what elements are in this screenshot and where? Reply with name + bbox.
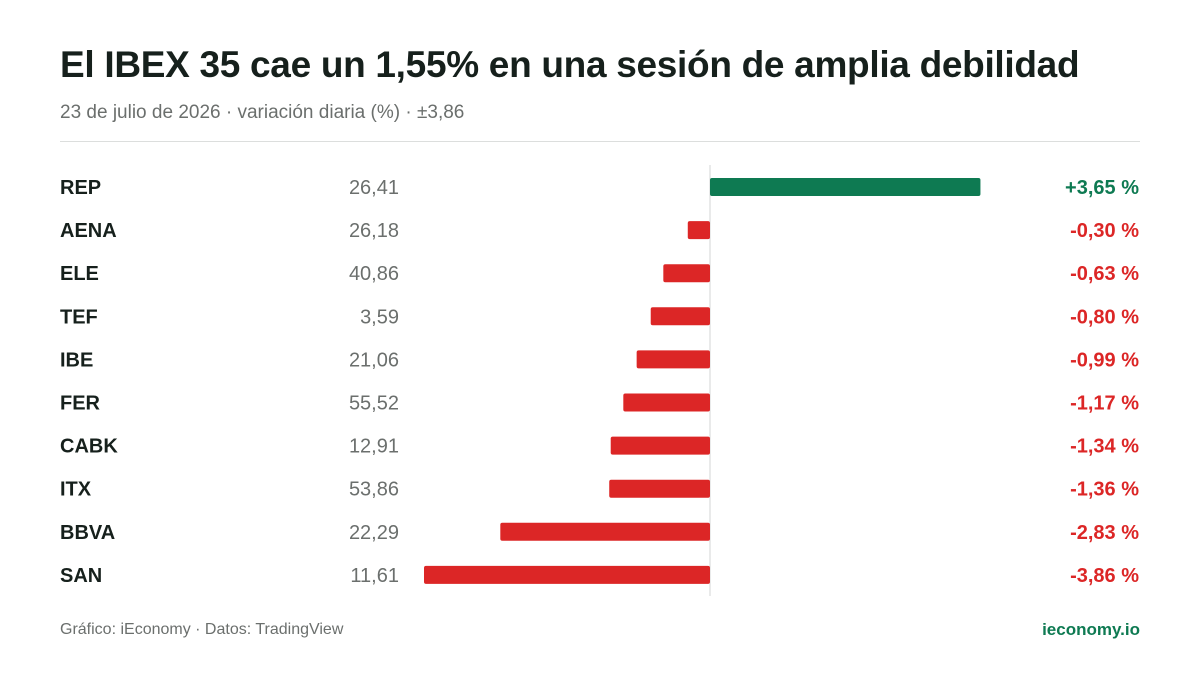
price-label: 11,61 — [350, 565, 399, 587]
value-label: -0,63 % — [1070, 263, 1139, 285]
bar-ibe — [636, 350, 710, 369]
chart-title: El IBEX 35 cae un 1,55% en una sesión de… — [60, 44, 1080, 85]
price-label: 26,41 — [349, 177, 399, 199]
value-label: -3,86 % — [1070, 565, 1139, 587]
ticker-label: SAN — [60, 565, 102, 587]
price-label: 12,91 — [349, 436, 399, 458]
value-label: -0,80 % — [1070, 306, 1139, 328]
bar-itx — [609, 479, 710, 498]
bar-ele — [663, 264, 710, 283]
ticker-label: ITX — [60, 479, 92, 501]
ticker-label: REP — [60, 177, 101, 199]
price-label: 26,18 — [349, 220, 399, 242]
value-label: +3,65 % — [1065, 177, 1139, 199]
bar-cabk — [610, 436, 710, 455]
price-label: 55,52 — [349, 393, 399, 415]
ticker-label: FER — [60, 393, 101, 415]
price-label: 53,86 — [349, 479, 399, 501]
value-label: -1,34 % — [1070, 436, 1139, 458]
ticker-label: CABK — [60, 436, 118, 458]
chart-subtitle: 23 de julio de 2026 · variación diaria (… — [60, 102, 465, 123]
value-label: -1,36 % — [1070, 479, 1139, 501]
bar-bbva — [500, 522, 710, 541]
value-label: -0,99 % — [1070, 349, 1139, 371]
bar-rep — [710, 178, 981, 196]
ticker-label: IBE — [60, 349, 93, 371]
price-label: 3,59 — [360, 306, 399, 328]
header-divider — [60, 141, 1140, 142]
bar-aena — [687, 221, 710, 240]
ticker-label: TEF — [60, 306, 98, 328]
bar-san — [424, 565, 710, 584]
ticker-label: BBVA — [60, 522, 115, 544]
value-label: -1,17 % — [1070, 393, 1139, 415]
value-label: -2,83 % — [1070, 522, 1139, 544]
footer-credit: Gráfico: iEconomy · Datos: TradingView — [60, 621, 344, 638]
bar-fer — [623, 393, 710, 412]
bar-tef — [650, 307, 710, 326]
price-label: 21,06 — [349, 349, 399, 371]
ticker-label: ELE — [60, 263, 99, 285]
value-label: -0,30 % — [1070, 220, 1139, 242]
footer-brand-link[interactable]: ieconomy.io — [1042, 620, 1140, 639]
ticker-label: AENA — [60, 220, 117, 242]
price-label: 22,29 — [349, 522, 399, 544]
price-label: 40,86 — [349, 263, 399, 285]
